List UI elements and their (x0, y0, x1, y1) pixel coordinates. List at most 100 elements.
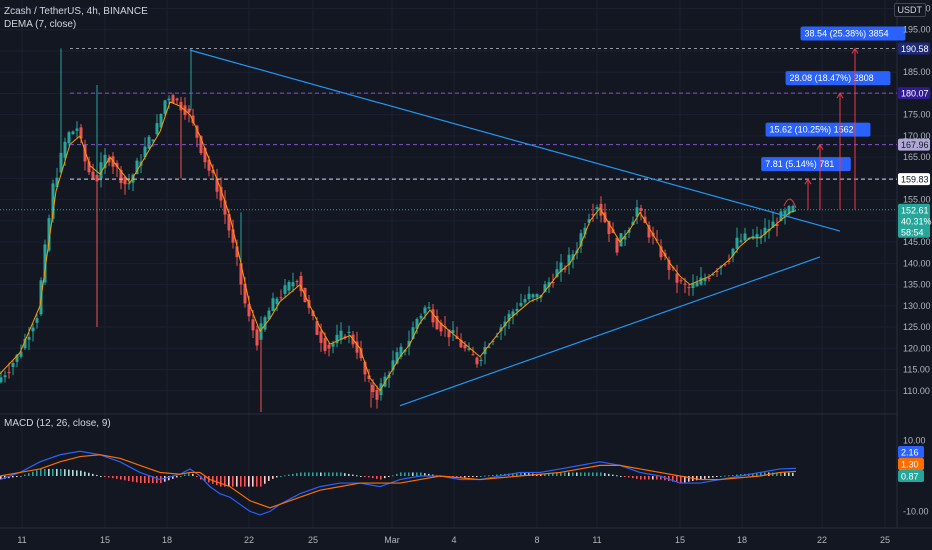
macd-histogram-bar (660, 476, 662, 480)
macd-histogram-bar (244, 476, 246, 487)
candle-body (79, 127, 83, 139)
macd-histogram-bar (576, 472, 578, 476)
candle-body (475, 357, 479, 365)
candle-body (595, 207, 599, 209)
macd-histogram-bar (548, 473, 550, 476)
candle-body (259, 323, 263, 340)
price-tick-label: 140.00 (903, 258, 931, 268)
current-price-badge (898, 203, 930, 238)
macd-histogram-bar (300, 472, 302, 476)
macd-histogram-bar (352, 474, 354, 476)
price-axis[interactable]: 200.00195.00190.00185.00180.00175.00170.… (898, 3, 932, 516)
macd-value-badge (898, 470, 924, 482)
macd-histogram-bar (324, 472, 326, 476)
macd-histogram-bar (472, 476, 474, 477)
candle-body (727, 260, 731, 262)
candle-body (447, 329, 451, 338)
horizontal-levels (0, 48, 897, 211)
candle-body (691, 283, 695, 288)
macd-histogram-bar (232, 476, 234, 487)
time-axis[interactable]: 11 15 18 22 25 Mar 4 8 11 15 18 22 25 (17, 535, 890, 545)
macd-histogram-bar (776, 472, 778, 476)
candle-body (187, 108, 191, 113)
current-price-badge-label: 152.61 (901, 205, 929, 215)
macd-histogram-bar (376, 476, 378, 479)
candle-body (667, 259, 671, 270)
macd-histogram-bar (312, 472, 314, 476)
trendlines[interactable] (189, 49, 841, 407)
candle-body (495, 336, 499, 338)
projection-label-box (765, 122, 871, 137)
macd-histogram-bar (648, 476, 650, 480)
macd-histogram-bar (216, 476, 218, 486)
symbol-legend[interactable]: Zcash / TetherUS, 4h, BINANCE (4, 6, 148, 17)
macd-histogram-bar (384, 476, 386, 479)
macd-histogram-bar (560, 472, 562, 476)
candle-body (751, 236, 755, 238)
candle-body (563, 268, 567, 270)
macd-histogram-bar (256, 476, 258, 487)
macd-histogram-bar (108, 476, 110, 478)
candle-body (163, 100, 167, 114)
price-tick-label: 185.00 (903, 67, 931, 77)
candle-body (375, 389, 379, 400)
macd-histogram-bar (580, 472, 582, 476)
macd-histogram-bar (248, 476, 250, 487)
candle-body (23, 339, 27, 349)
candle-body (523, 299, 527, 303)
candle-body (151, 139, 155, 142)
time-tick-label: 25 (880, 535, 890, 545)
candle-body (511, 311, 515, 317)
macd-histogram-bar (500, 474, 502, 476)
macd-histogram-bar (540, 474, 542, 476)
projection-labels[interactable]: 7.81 (5.14%) 781 15.62 (10.25%) 1562 28.08… (761, 26, 906, 210)
macd-histogram-bar (184, 474, 186, 476)
macd-histogram-bar (112, 476, 114, 479)
candle-body (431, 309, 435, 323)
candle-body (359, 348, 363, 359)
candle-body (323, 338, 327, 351)
candle-body (47, 218, 51, 251)
macd-histogram-bar (420, 472, 422, 476)
macd-histogram-bar (132, 476, 134, 482)
candle-body (647, 225, 651, 238)
candle-body (219, 186, 223, 201)
macd-histogram-bar (680, 476, 682, 484)
candle-body (171, 95, 175, 104)
macd-histogram-bar (460, 476, 462, 478)
macd-histogram-bar (316, 472, 318, 476)
macd-histogram-bar (480, 476, 482, 477)
candle-body (535, 294, 539, 298)
price-tick-label: 115.00 (903, 365, 930, 375)
macd-histogram-bar (140, 476, 142, 484)
dema-legend[interactable]: DEMA (7, close) (4, 19, 77, 30)
macd-histogram-bar (76, 470, 78, 476)
candle-body (763, 227, 767, 235)
candle-body (287, 282, 291, 291)
candle-body (135, 160, 139, 175)
time-tick-label: 4 (451, 535, 456, 545)
current-price-badge-label: 40.31% (901, 216, 932, 226)
candle-body (491, 340, 495, 342)
price-tick-label: 120.00 (903, 343, 931, 353)
macd-histogram-bar (584, 472, 586, 476)
candle-body (19, 351, 23, 357)
macd-histogram-bar (360, 476, 362, 477)
candle-body (407, 340, 411, 347)
candle-body (355, 341, 359, 353)
currency-unit-badge[interactable]: USDT (893, 3, 926, 17)
macd-histogram-bar (640, 476, 642, 480)
candle-body (215, 178, 219, 192)
macd-histogram-bar (780, 472, 782, 476)
macd-histogram-bar (396, 473, 398, 476)
macd-histogram-bar (144, 476, 146, 484)
macd-legend[interactable]: MACD (12, 26, close, 9) (4, 418, 111, 429)
candle-body (63, 141, 67, 158)
macd-histogram-bar (476, 476, 478, 477)
candle-body (223, 200, 227, 215)
macd-histogram-bar (88, 472, 90, 476)
candle-body (195, 125, 199, 138)
macd-histogram-bar (40, 468, 42, 476)
macd-histogram-bar (736, 474, 738, 476)
